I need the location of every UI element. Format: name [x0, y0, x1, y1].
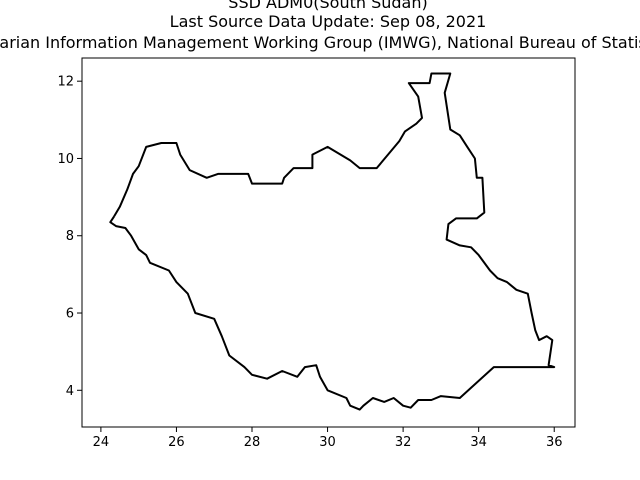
x-axis: 24 26 28 30 32 34 36: [93, 427, 563, 450]
y-tick-label: 10: [57, 152, 74, 167]
plot-frame: [81, 57, 576, 428]
x-tick-label: 32: [395, 435, 412, 450]
x-tick-label: 36: [546, 435, 563, 450]
y-tick-label: 4: [66, 384, 74, 399]
x-tick-label: 34: [470, 435, 487, 450]
x-tick-label: 30: [319, 435, 336, 450]
x-tick-label: 28: [244, 435, 261, 450]
map-title: SSD ADM0(South Sudan) Last Source Data U…: [0, 0, 640, 52]
x-tick-label: 26: [168, 435, 185, 450]
y-tick-label: 12: [57, 75, 74, 90]
y-tick-label: 8: [66, 229, 74, 244]
country-boundary: [109, 72, 556, 411]
title-line-1: SSD ADM0(South Sudan): [228, 0, 427, 12]
x-tick-label: 24: [93, 435, 110, 450]
y-tick-label: 6: [66, 307, 74, 322]
title-line-3: Humanitarian Information Management Work…: [0, 33, 640, 52]
title-line-2: Last Source Data Update: Sep 08, 2021: [170, 12, 487, 31]
y-axis: 4 6 8 10 12: [57, 75, 82, 399]
